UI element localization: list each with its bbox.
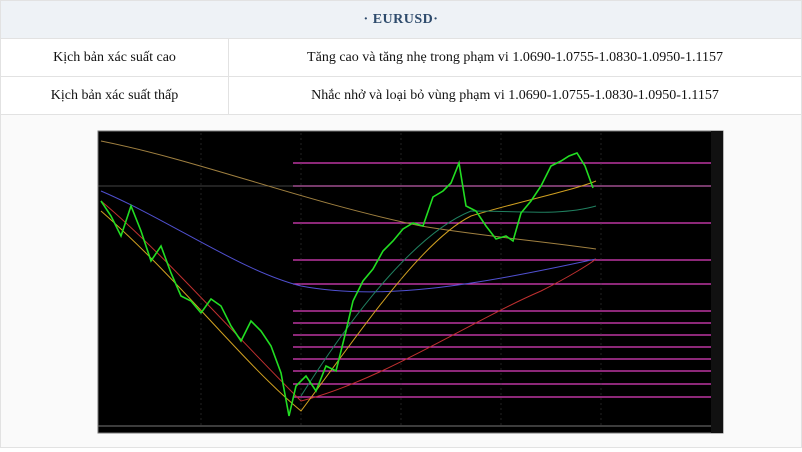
chart-screenshot <box>97 130 724 434</box>
table-title: · EURUSD· <box>1 1 801 39</box>
cell: Kịch bản xác suất thấp <box>1 77 229 114</box>
cell: Kịch bản xác suất cao <box>1 39 229 76</box>
table-row: Kịch bản xác suất thấp Nhắc nhở và loại … <box>1 77 801 115</box>
cell: Tăng cao và tăng nhẹ trong phạm vi 1.069… <box>307 49 723 65</box>
cell: Nhắc nhở và loại bỏ vùng phạm vi 1.0690-… <box>311 87 719 103</box>
table-row: Kịch bản xác suất cao Tăng cao và tăng n… <box>1 39 801 77</box>
chart-image-area <box>1 115 801 447</box>
